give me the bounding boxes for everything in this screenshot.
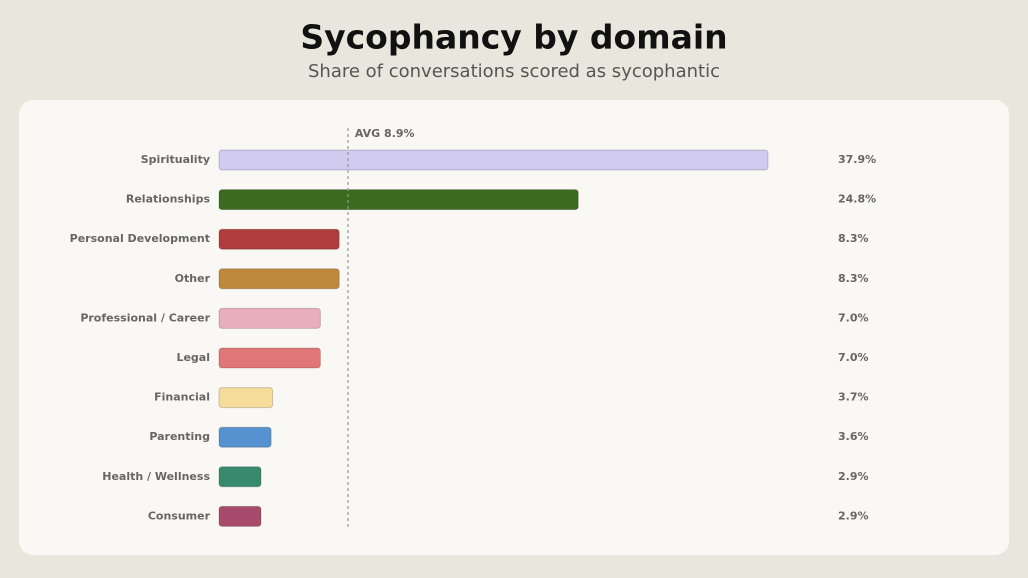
- average-label: AVG 8.9%: [355, 127, 415, 140]
- bar: [218, 505, 262, 527]
- value-label: 8.3%: [838, 232, 869, 245]
- bar: [218, 268, 340, 290]
- chart-subtitle: Share of conversations scored as sycopha…: [308, 61, 720, 82]
- category-label: Health / Wellness: [102, 470, 210, 483]
- category-label: Financial: [154, 391, 210, 404]
- bar: [218, 466, 262, 488]
- value-label: 7.0%: [838, 351, 869, 364]
- value-label: 2.9%: [838, 470, 869, 483]
- value-label: 24.8%: [838, 193, 876, 206]
- chart-title: Sycophancy by domain: [300, 18, 727, 57]
- bar: [218, 189, 579, 211]
- bar: [218, 149, 769, 171]
- bar: [218, 426, 272, 448]
- value-label: 2.9%: [838, 509, 869, 522]
- bar: [218, 347, 321, 369]
- value-label: 3.6%: [838, 430, 869, 443]
- bar: [218, 307, 321, 329]
- category-label: Personal Development: [70, 232, 210, 245]
- value-label: 8.3%: [838, 272, 869, 285]
- category-label: Consumer: [148, 509, 211, 522]
- bar: [218, 387, 274, 409]
- category-label: Legal: [176, 351, 210, 364]
- category-label: Parenting: [149, 430, 210, 443]
- value-label: 37.9%: [838, 153, 876, 166]
- value-label: 7.0%: [838, 311, 869, 324]
- value-label: 3.7%: [838, 391, 869, 404]
- category-label: Relationships: [126, 193, 211, 206]
- bar: [218, 228, 340, 250]
- category-label: Other: [175, 272, 211, 285]
- category-label: Spirituality: [141, 153, 210, 166]
- category-label: Professional / Career: [80, 311, 210, 324]
